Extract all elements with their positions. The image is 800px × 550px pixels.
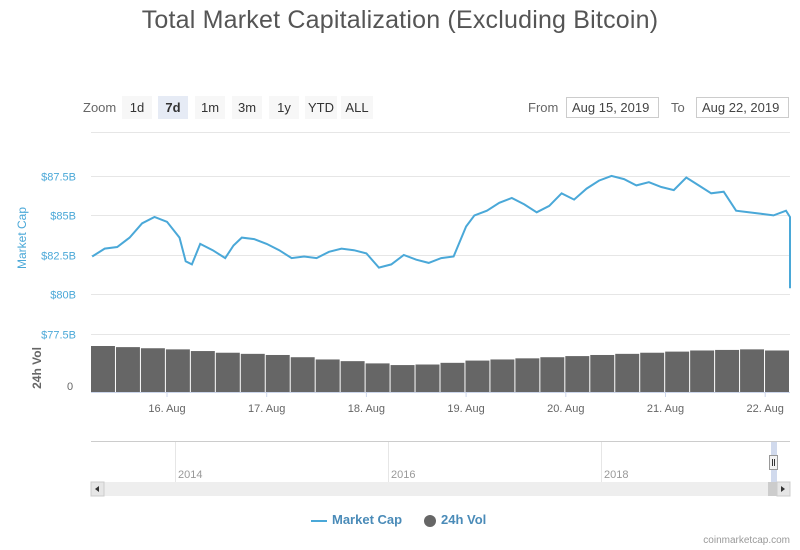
zoom-button-all[interactable]: ALL [341, 96, 373, 119]
zoom-button-3m[interactable]: 3m [232, 96, 262, 119]
navigator: 2014 2016 2018 [90, 441, 791, 497]
volume-bar [590, 354, 615, 392]
volume-bar [265, 354, 290, 392]
volume-bar [540, 357, 565, 392]
to-date-input[interactable]: Aug 22, 2019 [696, 97, 789, 118]
volume-bar [765, 350, 789, 392]
chevron-right-icon [781, 486, 785, 492]
legend-circle-icon [424, 514, 436, 527]
volume-bar [215, 352, 240, 392]
volume-bar [390, 365, 415, 392]
zoom-button-1y[interactable]: 1y [269, 96, 299, 119]
x-tick-label: 20. Aug [547, 403, 584, 415]
volume-bar [465, 360, 490, 392]
gridlines [91, 132, 790, 335]
volume-bar [740, 349, 765, 392]
chevron-left-icon [95, 486, 99, 492]
from-label: From [528, 100, 559, 115]
navigator-handle [769, 455, 778, 470]
volume-bar [515, 358, 540, 392]
y-tick-label: $80B [50, 290, 76, 302]
legend-item-24h-vol[interactable]: 24h Vol [424, 512, 486, 527]
y-tick-label: $87.5B [41, 172, 76, 184]
volume-bar [290, 357, 315, 392]
legend-line-icon [311, 519, 327, 522]
x-axis-tick-labels: 16. Aug 17. Aug 18. Aug 19. Aug 20. Aug 21. A… [148, 392, 784, 415]
legend-item-market-cap[interactable]: Market Cap [311, 512, 402, 527]
volume-bar [340, 361, 365, 392]
navigator-tick-label: 2016 [391, 469, 415, 481]
zoom-button-1m[interactable]: 1m [195, 96, 225, 119]
chart-title: Total Market Capitalization (Excluding B… [141, 6, 659, 34]
volume-bar [240, 353, 265, 392]
volume-bar [565, 356, 590, 392]
volume-bar [115, 347, 140, 392]
volume-bar [490, 359, 515, 392]
zoom-button-7d[interactable]: 7d [158, 96, 188, 119]
volume-y-tick-label: 0 [67, 381, 73, 393]
volume-bar [190, 351, 215, 392]
volume-bar [91, 346, 115, 392]
navigator-tick-label: 2014 [178, 469, 202, 481]
to-label: To [671, 100, 685, 115]
zoom-button-1d[interactable]: 1d [122, 96, 152, 119]
x-tick-label: 18. Aug [348, 403, 385, 415]
zoom-label: Zoom [83, 100, 117, 115]
navigator-tick-label: 2018 [604, 469, 628, 481]
volume-bar [615, 353, 640, 392]
scrollbar-thumb [768, 482, 777, 496]
navigator-scrollbar-track [91, 482, 790, 496]
volume-axis-title: 24h Vol [30, 347, 44, 389]
volume-bars [91, 346, 790, 393]
market-cap-axis-title: Market Cap [15, 207, 29, 269]
from-date-input[interactable]: Aug 15, 2019 [566, 97, 659, 118]
volume-bar [415, 364, 440, 392]
market-cap-line [91, 174, 791, 289]
credits-link[interactable]: coinmarketcap.com [703, 535, 790, 546]
x-tick-label: 22. Aug [747, 403, 784, 415]
volume-bar [165, 349, 190, 392]
volume-bar [665, 351, 690, 392]
y-tick-label: $82.5B [41, 251, 76, 263]
volume-bar [640, 352, 665, 392]
y-tick-label: $77.5B [41, 330, 76, 342]
volume-bar [315, 359, 340, 392]
legend-label-market-cap: Market Cap [332, 512, 403, 527]
y-tick-label: $85B [50, 211, 76, 223]
legend-label-24h-vol: 24h Vol [441, 512, 487, 527]
volume-bar [440, 362, 465, 392]
volume-bar [715, 349, 740, 392]
zoom-button-ytd[interactable]: YTD [305, 96, 337, 119]
volume-bar [690, 350, 715, 392]
volume-bar [365, 363, 390, 392]
x-tick-label: 21. Aug [647, 403, 684, 415]
x-tick-label: 19. Aug [447, 403, 484, 415]
y-axis-tick-labels: $77.5B $80B $82.5B $85B $87.5B 0 [41, 172, 76, 394]
x-tick-label: 16. Aug [148, 403, 185, 415]
x-tick-label: 17. Aug [248, 403, 285, 415]
volume-bar [140, 348, 165, 392]
